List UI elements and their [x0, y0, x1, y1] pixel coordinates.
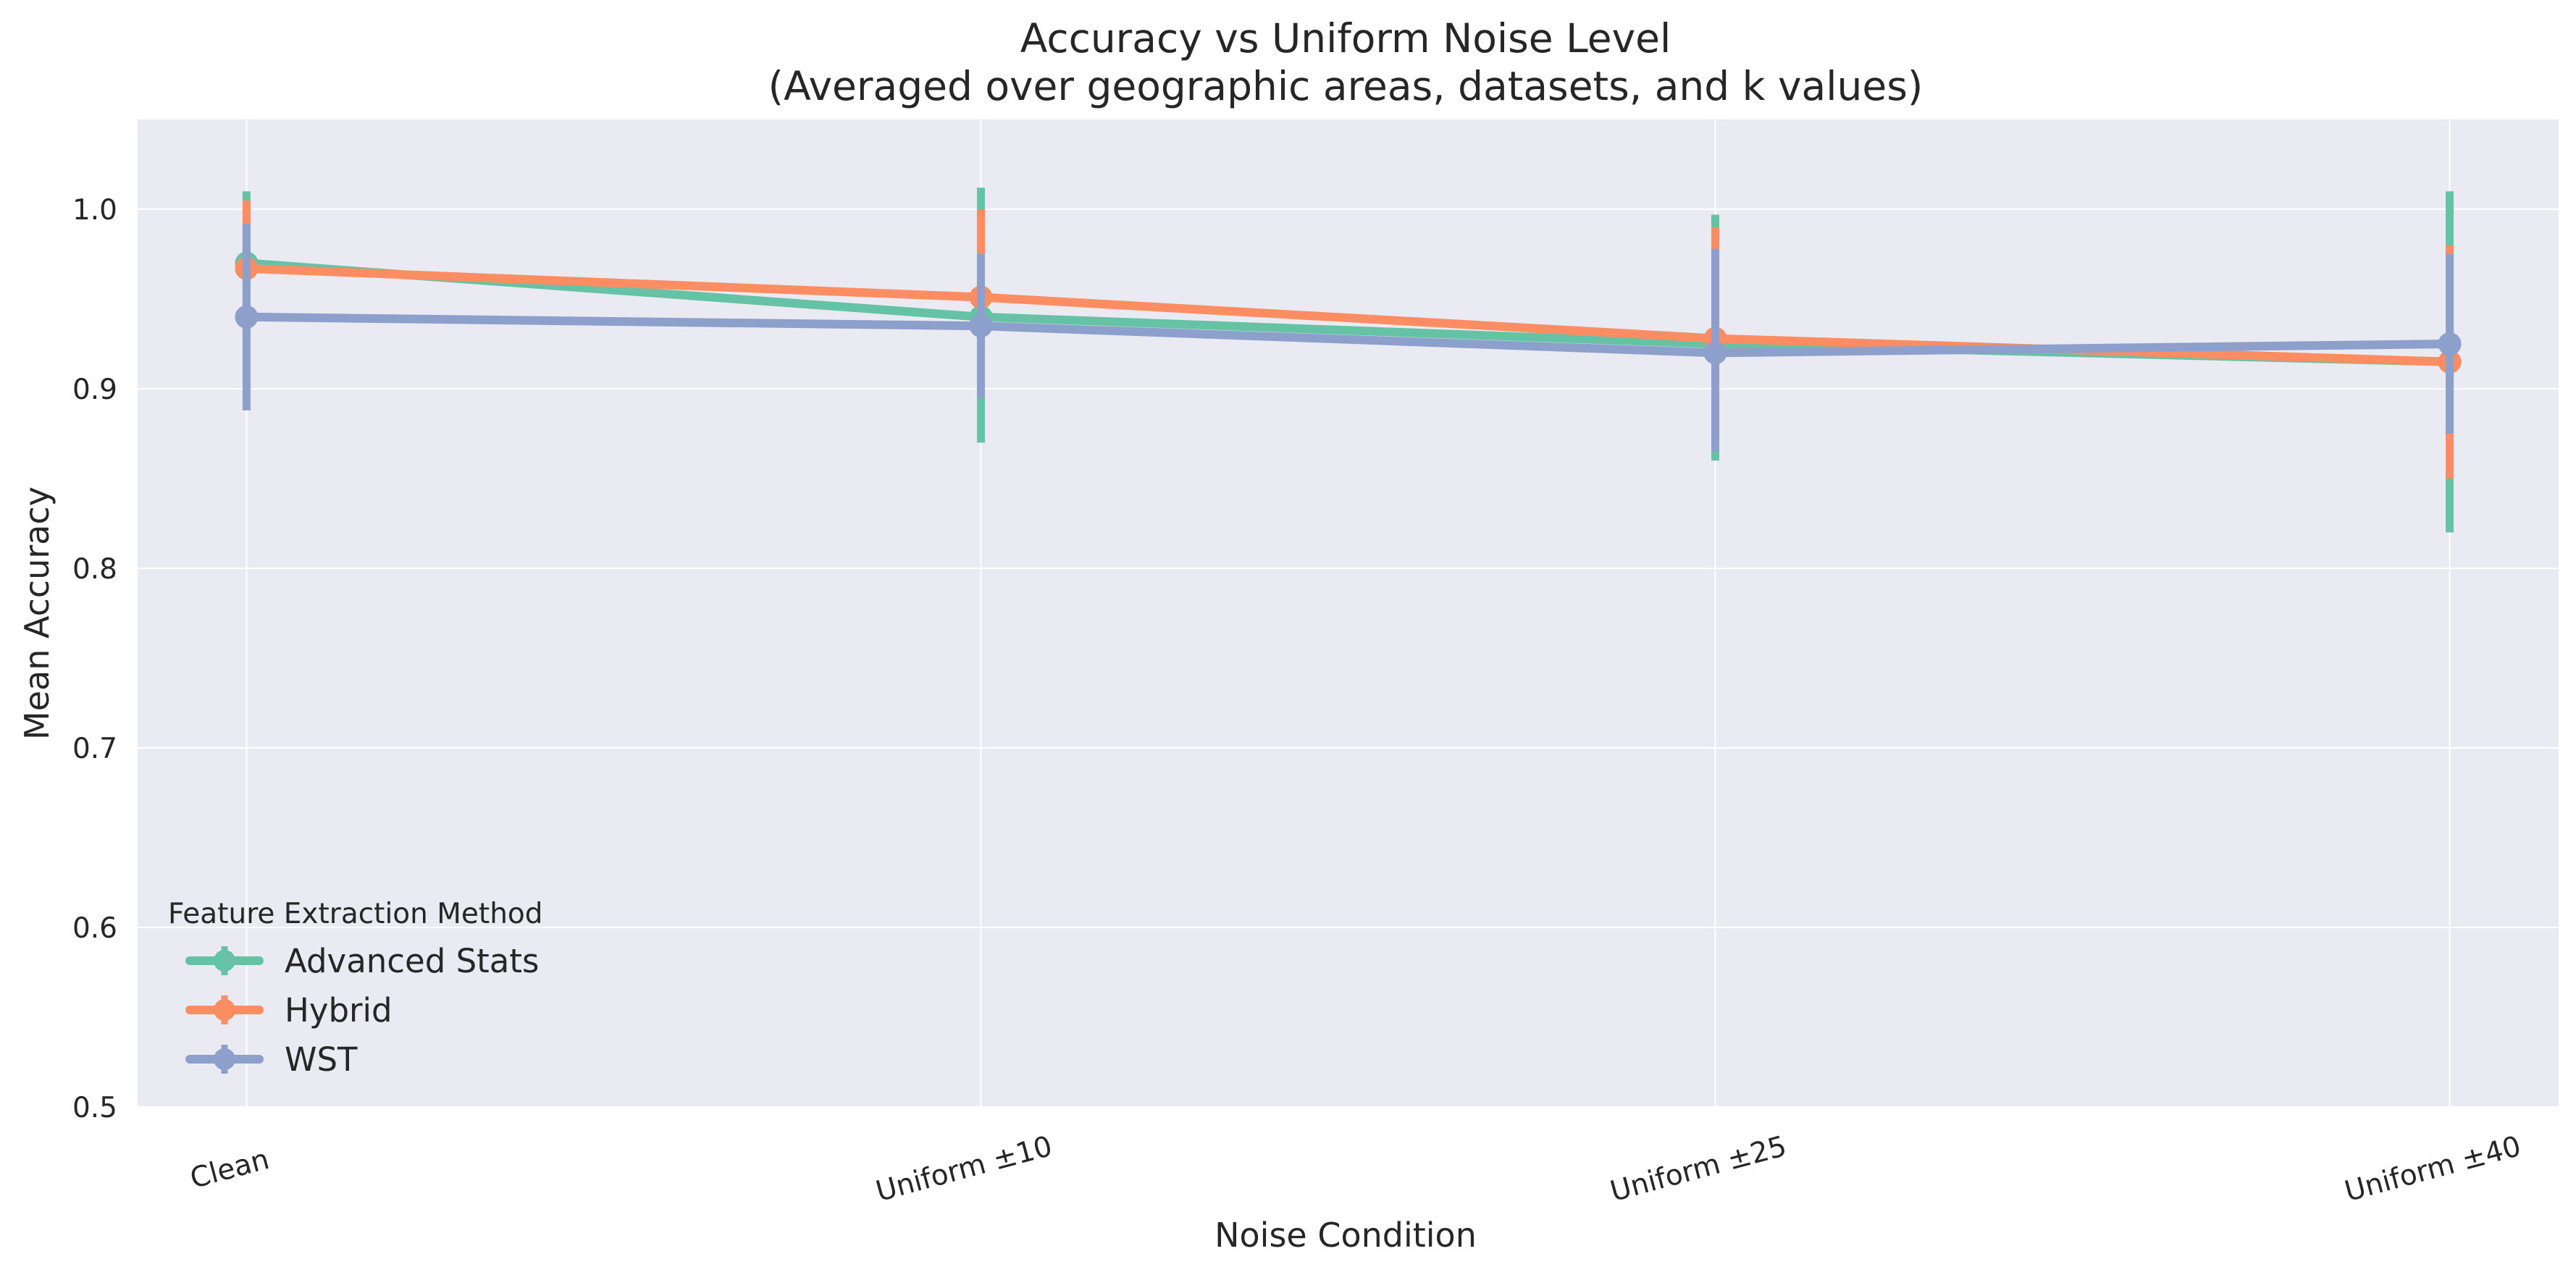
data-point — [1703, 341, 1727, 365]
x-tick-label: Uniform ±25 — [1607, 1130, 1790, 1208]
series-line — [242, 312, 2454, 358]
y-axis-label: Mean Accuracy — [17, 487, 56, 740]
x-axis-label: Noise Condition — [1214, 1216, 1477, 1255]
series-wst — [235, 223, 2462, 452]
x-tick-label: Uniform ±40 — [2341, 1130, 2525, 1208]
data-point — [969, 314, 993, 338]
x-tick-label: Clean — [187, 1143, 273, 1195]
legend-entry-hybrid: Hybrid — [185, 991, 393, 1030]
x-tick-label: Uniform ±10 — [873, 1130, 1056, 1208]
chart-title: Accuracy vs Uniform Noise Level — [1020, 15, 1671, 62]
legend-title: Feature Extraction Method — [168, 898, 543, 930]
chart-subtitle: (Averaged over geographic areas, dataset… — [768, 63, 1923, 109]
y-tick-label: 0.5 — [72, 1092, 117, 1124]
legend-entry-wst: WST — [185, 1040, 358, 1079]
y-axis-ticks: 0.5 0.6 0.7 0.8 0.9 1.0 — [72, 194, 117, 1124]
y-tick-label: 0.8 — [72, 553, 117, 586]
data-point — [235, 305, 259, 329]
legend-swatch-marker — [214, 1048, 235, 1070]
legend-swatch-marker — [214, 999, 235, 1021]
legend-label: Advanced Stats — [285, 942, 539, 980]
y-tick-label: 1.0 — [72, 194, 117, 227]
legend-entry-advanced-stats: Advanced Stats — [185, 942, 539, 980]
series-layer — [235, 188, 2462, 533]
legend: Feature Extraction Method Advanced Stats… — [168, 898, 543, 1079]
y-tick-label: 0.9 — [72, 374, 117, 406]
legend-swatch-marker — [214, 950, 235, 972]
data-point — [2438, 332, 2462, 355]
y-tick-label: 0.7 — [72, 733, 117, 765]
y-tick-label: 0.6 — [72, 912, 117, 945]
legend-label: Hybrid — [285, 991, 393, 1030]
legend-label: WST — [285, 1040, 358, 1079]
x-axis-ticks: Clean Uniform ±10 Uniform ±25 Uniform ±40 — [187, 1130, 2525, 1208]
